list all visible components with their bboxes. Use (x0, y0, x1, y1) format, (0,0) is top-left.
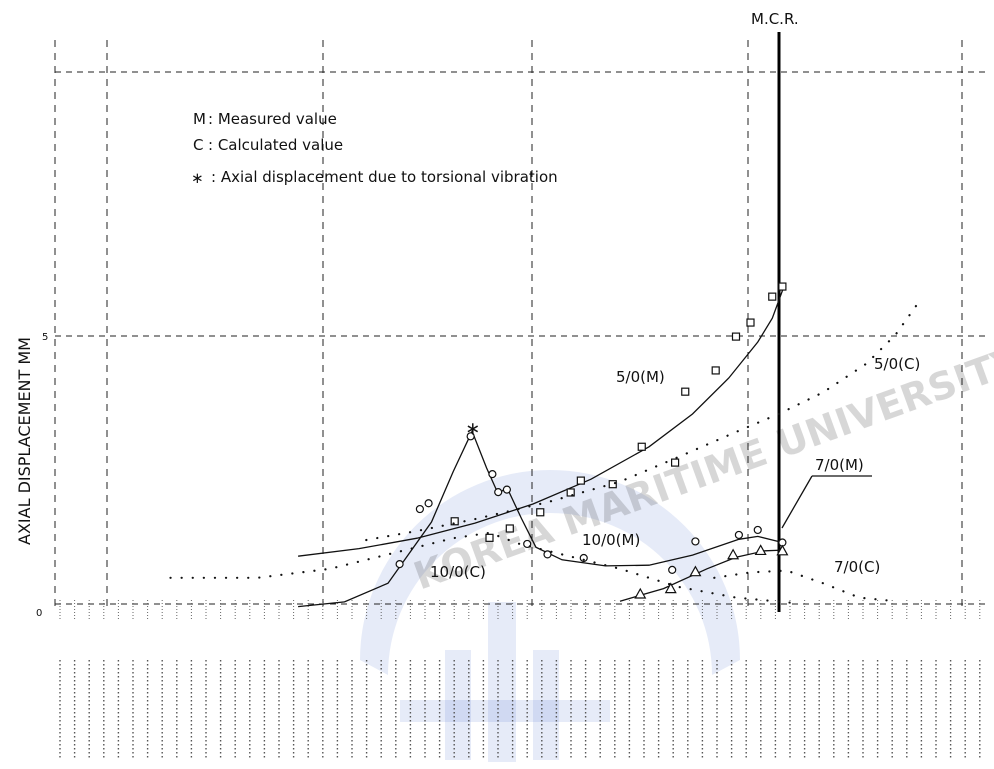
point-5-0-m-13 (768, 292, 777, 301)
label-10-0-c: 10/0(C) (430, 563, 486, 581)
point-10-0-m-9 (579, 553, 588, 563)
peak-star-10-0-m: ∗ (465, 418, 480, 439)
point-10-0-m-6 (502, 485, 511, 494)
point-5-0-m-7 (637, 442, 646, 451)
label-7-0-c: 7/0(C) (834, 558, 880, 576)
y-axis-title: AXIAL DISPLACEMENT MM (15, 337, 34, 545)
label-7-0-m: 7/0(M) (815, 456, 864, 474)
point-5-0-m-11 (731, 332, 741, 341)
legend-text-calculated: : Calculated value (208, 136, 343, 154)
y-axis-label: AXIAL DISPLACEMENT MM (15, 337, 34, 545)
curve-7-0-m (619, 549, 783, 602)
point-5-0-m-0 (450, 517, 459, 526)
point-7-0-m-2 (689, 565, 702, 577)
point-10-0-m-11 (691, 537, 700, 546)
label-5-0-c: 5/0(C) (874, 355, 920, 373)
point-5-0-m-3 (536, 508, 545, 517)
legend-symbol-star: ∗ (191, 169, 204, 187)
curve-7-0-c (713, 569, 897, 603)
point-10-0-m-5 (494, 488, 503, 497)
legend-text-measured: : Measured value (208, 110, 337, 128)
point-10-0-m-2 (424, 499, 433, 508)
point-10-0-m-1 (415, 504, 424, 514)
point-7-0-m-3 (727, 548, 740, 560)
point-5-0-m-10 (711, 366, 720, 375)
point-7-0-m-5 (776, 544, 789, 556)
label-7-0-m-leader-2 (781, 475, 813, 529)
point-10-0-m-10 (668, 565, 677, 574)
point-10-0-m-0 (395, 560, 404, 569)
mcr-label: M.C.R. (751, 10, 799, 28)
point-7-0-m-0 (634, 587, 647, 599)
legend-symbol-c: C (193, 136, 203, 154)
legend-symbol-m: M (193, 110, 206, 128)
point-5-0-m-4 (566, 488, 575, 497)
series-labels: 5/0(M) 5/0(C) 10/0(M) 10/0(C) 7/0(M) 7/0… (430, 355, 920, 581)
legend-text-star: : Axial displacement due to torsional vi… (211, 168, 558, 186)
point-7-0-m-1 (664, 582, 677, 594)
curve-5-0-m (298, 286, 785, 557)
point-5-0-m-1 (485, 533, 494, 542)
curve-5-0-c (365, 303, 919, 542)
watermark-seal: KOREA MARITIME UNIVERSITY (360, 337, 994, 762)
point-5-0-m-6 (608, 480, 617, 489)
label-5-0-m: 5/0(M) (616, 368, 665, 386)
point-7-0-m-4 (754, 544, 767, 556)
point-5-0-m-8 (670, 458, 680, 467)
point-5-0-m-14 (778, 282, 787, 291)
point-10-0-m-3 (466, 432, 475, 441)
y-tick-zero: 0 (36, 608, 42, 619)
point-10-0-m-4 (488, 470, 497, 479)
point-10-0-m-8 (543, 550, 552, 559)
label-10-0-m: 10/0(M) (582, 531, 640, 549)
point-10-0-m-13 (753, 525, 762, 535)
x-tick-strip (59, 600, 981, 760)
legend: M : Measured value C : Calculated value … (191, 110, 558, 187)
y-tick-mid: 5 (42, 332, 48, 343)
curve-10-0-m (298, 429, 783, 608)
point-5-0-m-5 (576, 476, 585, 485)
point-5-0-m-2 (505, 524, 514, 533)
point-10-0-m-7 (523, 539, 532, 549)
point-5-0-m-9 (681, 387, 690, 396)
plot-area: ∗ (169, 282, 919, 608)
point-10-0-m-12 (734, 530, 744, 540)
point-5-0-m-12 (746, 318, 755, 327)
